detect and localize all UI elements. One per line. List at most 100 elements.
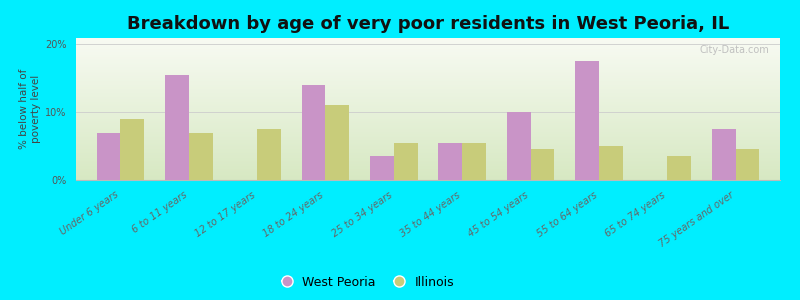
Bar: [76, 113, 780, 114]
Bar: [76, 154, 780, 155]
Bar: [76, 70, 780, 71]
Bar: [76, 63, 780, 64]
Bar: [76, 45, 780, 46]
Bar: [735, 149, 759, 180]
Text: City-Data.com: City-Data.com: [700, 45, 770, 55]
Bar: [76, 155, 780, 156]
Bar: [76, 158, 780, 159]
Bar: [76, 84, 780, 85]
Bar: [76, 68, 780, 69]
Bar: [165, 75, 189, 180]
Bar: [76, 131, 780, 132]
Bar: [76, 176, 780, 177]
Bar: [76, 103, 780, 104]
Bar: [76, 64, 780, 65]
Bar: [76, 43, 780, 44]
Bar: [76, 79, 780, 80]
Bar: [76, 101, 780, 102]
Bar: [76, 57, 780, 58]
Bar: [76, 88, 780, 89]
Bar: [76, 96, 780, 97]
Bar: [76, 67, 780, 68]
Bar: [189, 133, 213, 180]
Bar: [76, 52, 780, 53]
Bar: [76, 44, 780, 45]
Bar: [76, 78, 780, 79]
Bar: [76, 152, 780, 153]
Bar: [302, 85, 326, 180]
Bar: [76, 110, 780, 111]
Bar: [76, 106, 780, 107]
Bar: [76, 134, 780, 135]
Bar: [76, 136, 780, 137]
Bar: [76, 83, 780, 84]
Bar: [76, 76, 780, 77]
Bar: [599, 146, 622, 180]
Bar: [76, 51, 780, 52]
Bar: [76, 121, 780, 122]
Bar: [76, 119, 780, 120]
Bar: [76, 47, 780, 48]
Bar: [76, 92, 780, 93]
Bar: [76, 128, 780, 129]
Bar: [76, 105, 780, 106]
Bar: [76, 90, 780, 91]
Bar: [76, 81, 780, 82]
Bar: [76, 50, 780, 51]
Bar: [76, 163, 780, 164]
Bar: [76, 133, 780, 134]
Bar: [76, 174, 780, 175]
Bar: [76, 60, 780, 61]
Bar: [76, 61, 780, 62]
Bar: [76, 48, 780, 49]
Bar: [76, 145, 780, 146]
Bar: [76, 85, 780, 86]
Bar: [76, 74, 780, 75]
Bar: [76, 73, 780, 74]
Bar: [76, 75, 780, 76]
Bar: [76, 91, 780, 92]
Bar: [76, 112, 780, 113]
Bar: [76, 124, 780, 125]
Bar: [97, 133, 121, 180]
Bar: [76, 142, 780, 143]
Bar: [76, 123, 780, 124]
Bar: [76, 109, 780, 110]
Bar: [438, 143, 462, 180]
Bar: [76, 171, 780, 172]
Bar: [76, 161, 780, 162]
Bar: [76, 107, 780, 108]
Bar: [76, 98, 780, 99]
Bar: [76, 141, 780, 142]
Bar: [76, 173, 780, 174]
Bar: [76, 159, 780, 160]
Bar: [76, 65, 780, 66]
Bar: [76, 166, 780, 167]
Bar: [76, 39, 780, 40]
Bar: [76, 87, 780, 88]
Bar: [76, 153, 780, 154]
Y-axis label: % below half of
poverty level: % below half of poverty level: [19, 69, 41, 149]
Bar: [76, 115, 780, 116]
Bar: [76, 178, 780, 179]
Bar: [76, 116, 780, 117]
Bar: [76, 125, 780, 126]
Bar: [76, 89, 780, 90]
Bar: [76, 97, 780, 98]
Bar: [76, 150, 780, 151]
Bar: [76, 160, 780, 161]
Bar: [76, 71, 780, 72]
Bar: [76, 130, 780, 131]
Bar: [121, 119, 144, 180]
Bar: [76, 99, 780, 100]
Bar: [76, 38, 780, 39]
Bar: [76, 148, 780, 149]
Bar: [76, 168, 780, 169]
Bar: [76, 149, 780, 150]
Bar: [326, 105, 350, 180]
Bar: [76, 93, 780, 94]
Bar: [76, 72, 780, 73]
Bar: [76, 169, 780, 170]
Bar: [76, 127, 780, 128]
Bar: [76, 179, 780, 180]
